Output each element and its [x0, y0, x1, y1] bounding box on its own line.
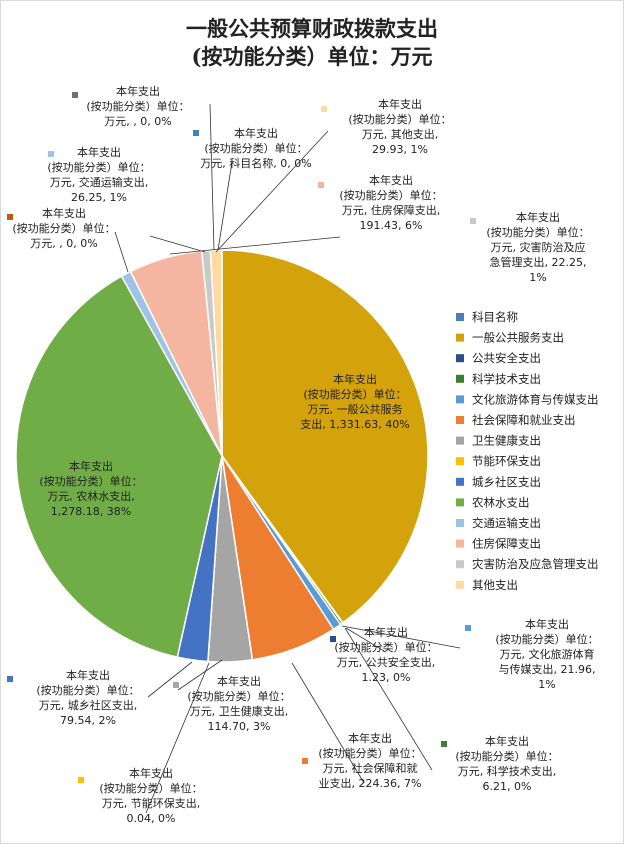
data-label-1: 本年支出(按功能分类）单位：万元, 一般公共服务支出, 1,331.63, 40…	[300, 372, 409, 431]
data-label-4-leader-line	[341, 625, 461, 649]
legend-item-0: 科目名称	[472, 310, 518, 324]
data-label-7-marker	[78, 777, 84, 783]
legend-item-9: 农林水支出	[472, 495, 530, 509]
legend-swatch-4	[456, 395, 464, 404]
data-label-3-marker	[441, 741, 447, 747]
extra-data-label-0: 本年支出(按功能分类）单位：万元, , 0, 0%	[86, 84, 189, 128]
legend-swatch-2	[456, 354, 464, 363]
legend-item-7: 节能环保支出	[472, 454, 541, 468]
legend-swatch-8	[456, 477, 464, 486]
data-label-8-leader-line	[147, 661, 193, 698]
data-label-10: 本年支出(按功能分类）单位：万元, 交通运输支出, 26.25, 1%	[47, 145, 150, 204]
legend-item-8: 城乡社区支出	[472, 475, 541, 489]
data-label-2-leader-line	[345, 627, 385, 652]
data-label-13-leader-line	[215, 130, 329, 253]
data-label-6: 本年支出(按功能分类）单位：万元, 卫生健康支出, 114.70, 3%	[187, 674, 290, 733]
legend-item-10: 交通运输支出	[472, 516, 541, 530]
data-label-13: 本年支出(按功能分类）单位：万元, 其他支出, 29.93, 1%	[348, 97, 451, 156]
data-label-10-marker	[48, 151, 54, 157]
extra-data-label-0-marker	[72, 92, 78, 98]
data-label-6-leader-line	[177, 659, 223, 691]
data-label-8-marker	[7, 676, 13, 682]
legend-swatch-11	[456, 539, 464, 548]
data-label-3: 本年支出(按功能分类）单位：万元, 科学技术支出, 6.21, 0%	[455, 734, 558, 793]
data-label-4-marker	[465, 625, 471, 631]
extra-data-label-1: 本年支出(按功能分类）单位：万元, , 0, 0%	[12, 206, 115, 250]
data-label-12: 本年支出(按功能分类）单位：万元, 灾害防治及应急管理支出, 22.25, 1%	[486, 210, 589, 284]
legend-item-13: 其他支出	[472, 578, 518, 592]
data-label-4: 本年支出(按功能分类）单位：万元, 文化旅游体育与传媒支出, 21.96, 1%	[495, 617, 598, 691]
data-label-13-marker	[321, 106, 327, 112]
extra-data-label-0-leader-line	[209, 103, 215, 251]
data-label-7: 本年支出(按功能分类）单位：万元, 节能环保支出, 0.04, 0%	[99, 766, 202, 825]
legend-item-12: 灾害防治及应急管理支出	[472, 557, 599, 571]
data-label-0-marker	[193, 130, 199, 136]
legend-swatch-1	[456, 333, 464, 342]
chart-title-line2: (按功能分类）单位：万元	[191, 44, 433, 69]
extra-data-label-1-leader-line	[149, 235, 206, 253]
data-label-11-leader-line	[169, 236, 341, 255]
legend-swatch-3	[456, 374, 464, 383]
legend-swatch-7	[456, 457, 464, 466]
data-label-10-leader-line	[114, 231, 129, 273]
pie-slice-1	[221, 249, 429, 624]
legend-swatch-6	[456, 436, 464, 445]
data-label-0-leader-line	[217, 161, 233, 251]
legend-item-4: 文化旅游体育与传媒支出	[472, 392, 599, 406]
legend-swatch-9	[456, 498, 464, 507]
legend-item-11: 住房保障支出	[472, 537, 541, 551]
legend-swatch-10	[456, 519, 464, 527]
data-label-3-leader-line	[344, 627, 433, 771]
legend-item-1: 一般公共服务支出	[472, 331, 564, 345]
data-label-2-marker	[330, 636, 336, 642]
legend-item-3: 科学技术支出	[472, 372, 541, 386]
pie-slice-9	[15, 275, 223, 658]
chart-title-line1: 一般公共预算财政拨款支出	[186, 16, 438, 41]
data-label-12-marker	[470, 218, 476, 224]
data-label-0: 本年支出(按功能分类）单位：万元, 科目名称, 0, 0%	[200, 126, 311, 170]
data-label-11: 本年支出(按功能分类）单位：万元, 住房保障支出, 191.43, 6%	[339, 173, 442, 232]
legend-item-6: 卫生健康支出	[472, 434, 541, 448]
data-label-7-leader-line	[145, 662, 210, 814]
data-label-8: 本年支出(按功能分类）单位：万元, 城乡社区支出, 79.54, 2%	[36, 668, 139, 727]
legend-item-5: 社会保障和就业支出	[472, 413, 576, 427]
legend-swatch-5	[456, 416, 464, 424]
data-label-5-leader-line	[291, 662, 365, 784]
data-label-5-marker	[302, 758, 308, 764]
legend-item-2: 公共安全支出	[472, 351, 541, 365]
extra-data-label-1-marker	[7, 214, 13, 220]
legend-swatch-12	[456, 560, 464, 569]
legend-swatch-0	[456, 313, 464, 321]
data-label-6-marker	[173, 682, 179, 688]
legend-swatch-13	[456, 580, 464, 589]
data-label-5: 本年支出(按功能分类）单位：万元, 社会保障和就业支出, 224.36, 7%	[318, 731, 421, 790]
data-label-9: 本年支出(按功能分类）单位：万元, 农林水支出, 1,278.18, 38%	[39, 459, 142, 518]
data-label-11-marker	[318, 182, 324, 188]
